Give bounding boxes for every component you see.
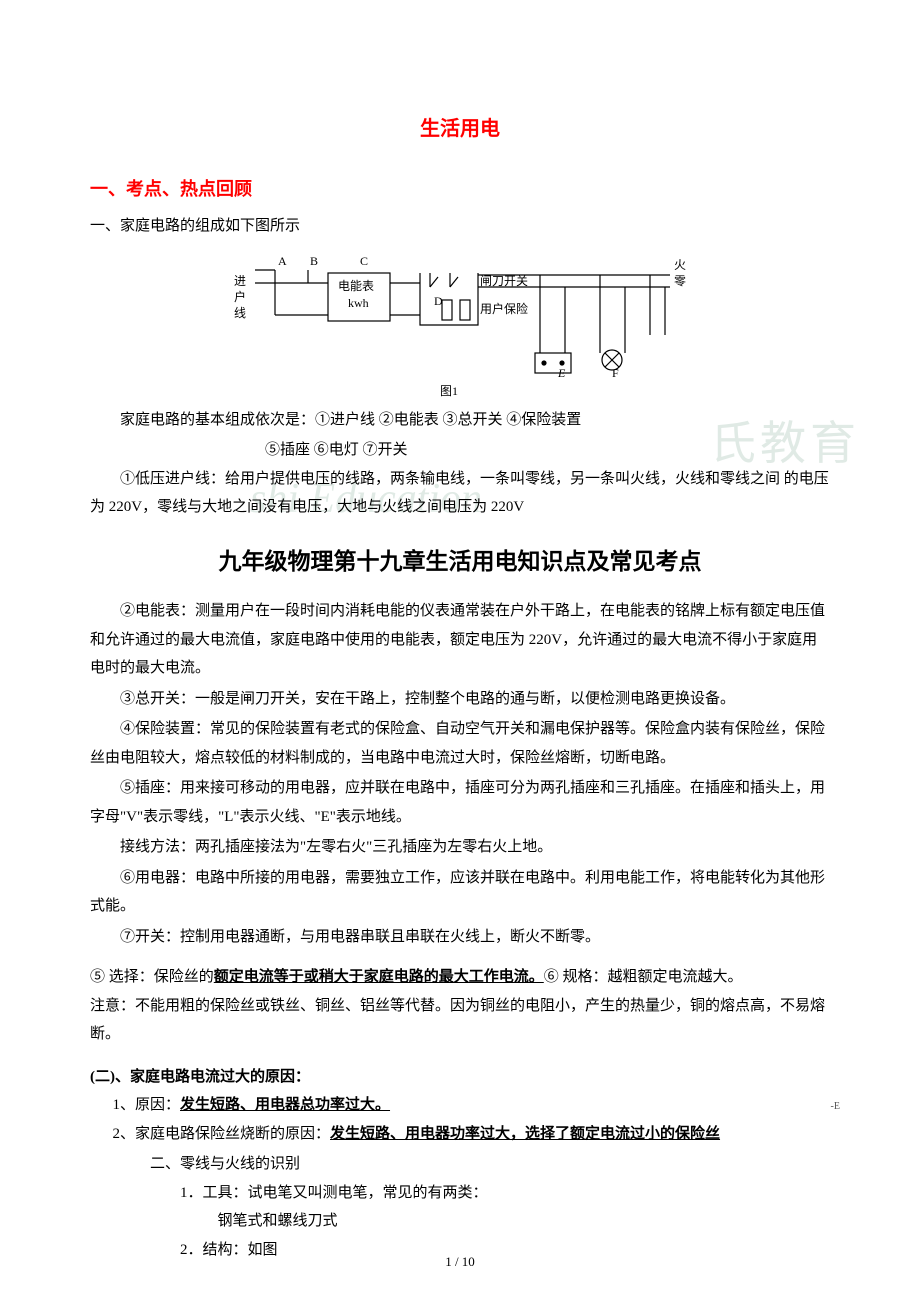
live-label: 火	[674, 258, 686, 272]
meter-sub: kwh	[348, 296, 369, 310]
inlet-label-3: 线	[234, 306, 246, 320]
label-c: C	[360, 254, 368, 268]
document-content: 生活用电 一、考点、热点回顾 一、家庭电路的组成如下图所示 A B C D E …	[90, 110, 830, 1264]
para-fuse-device: ④保险装置：常见的保险装置有老式的保险盒、自动空气开关和漏电保护器等。保险盒内装…	[90, 715, 830, 772]
s2-p1a: 1、原因：	[113, 1097, 181, 1113]
label-a: A	[278, 254, 287, 268]
inlet-label-1: 进	[234, 274, 246, 288]
fuse-select-a: ⑤ 选择：保险丝的	[90, 969, 214, 985]
s2-p2b: 发生短路、用电器功率过大，选择了额定电流过小的保险丝	[330, 1126, 720, 1142]
para-inlet: ①低压进户线：给用户提供电压的线路，两条输电线，一条叫零线，另一条叫火线，火线和…	[90, 465, 830, 522]
inlet-label-2: 户	[234, 289, 246, 304]
s2-line2: 2、家庭电路保险丝烧断的原因：发生短路、用电器功率过大，选择了额定电流过小的保险…	[90, 1120, 830, 1149]
meter-label: 电能表	[338, 279, 374, 293]
para-main-switch: ③总开关：一般是闸刀开关，安在干路上，控制整个电路的通与断，以便检测电路更换设备…	[90, 685, 830, 714]
section-2-heading: (二)、家庭电路电流过大的原因：	[90, 1063, 830, 1092]
para-fuse-note: 注意：不能用粗的保险丝或铁丝、铜丝、铝丝等代替。因为铜丝的电阻小，产生的热量少，…	[90, 992, 830, 1049]
margin-mark: -E	[831, 1097, 840, 1116]
switch-label: 闸刀开关	[480, 274, 528, 288]
circuit-diagram: A B C D E F 进 户 线 电能表 kwh 闸刀开关 用户保险 火 零 …	[220, 245, 700, 400]
para-wiring: 接线方法：两孔插座接法为"左零右火"三孔插座为左零右火上地。	[90, 833, 830, 862]
para-meter: ②电能表：测量用户在一段时间内消耗电能的仪表通常装在户外干路上，在电能表的铭牌上…	[90, 597, 830, 683]
para-components: 家庭电路的基本组成依次是：①进户线 ②电能表 ③总开关 ④保险装置	[90, 406, 830, 435]
neutral-label: 零	[674, 274, 686, 288]
sub2-p2: 2．结构：如图	[150, 1236, 830, 1265]
sub2-p1b: 钢笔式和螺线刀式	[150, 1207, 830, 1236]
fuse-select-b: 额定电流等于或稍大于家庭电路的最大工作电流。	[214, 969, 544, 985]
big-title: 九年级物理第十九章生活用电知识点及常见考点	[90, 540, 830, 584]
label-b: B	[310, 254, 318, 268]
diagram-caption: 图1	[440, 384, 458, 398]
para-appliance: ⑥用电器：电路中所接的用电器，需要独立工作，应该并联在电路中。利用电能工作，将电…	[90, 864, 830, 921]
subheading-1: 一、家庭电路的组成如下图所示	[90, 212, 830, 241]
para-switch: ⑦开关：控制用电器通断，与用电器串联且串联在火线上，断火不断零。	[90, 923, 830, 952]
s2-p1b: 发生短路、用电器总功率过大。	[180, 1097, 390, 1113]
fuse-label: 用户保险	[480, 301, 528, 316]
sub2-p1: 1．工具：试电笔又叫测电笔，常见的有两类：	[150, 1179, 830, 1208]
doc-title: 生活用电	[90, 110, 830, 148]
section-1-heading: 一、考点、热点回顾	[90, 172, 830, 206]
sub2-heading: 二、零线与火线的识别	[150, 1150, 830, 1179]
para-socket: ⑤插座：用来接可移动的用电器，应并联在电路中，插座可分为两孔插座和三孔插座。在插…	[90, 774, 830, 831]
s2-line1: 1、原因：发生短路、用电器总功率过大。 -E	[90, 1091, 830, 1120]
para-components-b: ⑤插座 ⑥电灯 ⑦开关	[90, 436, 830, 465]
sub2-block: 二、零线与火线的识别 1．工具：试电笔又叫测电笔，常见的有两类： 钢笔式和螺线刀…	[90, 1150, 830, 1264]
s2-p2a: 2、家庭电路保险丝烧断的原因：	[113, 1126, 331, 1142]
fuse-select-c: ⑥ 规格：越粗额定电流越大。	[544, 969, 743, 985]
para-fuse-select: ⑤ 选择：保险丝的额定电流等于或稍大于家庭电路的最大工作电流。⑥ 规格：越粗额定…	[90, 963, 830, 992]
